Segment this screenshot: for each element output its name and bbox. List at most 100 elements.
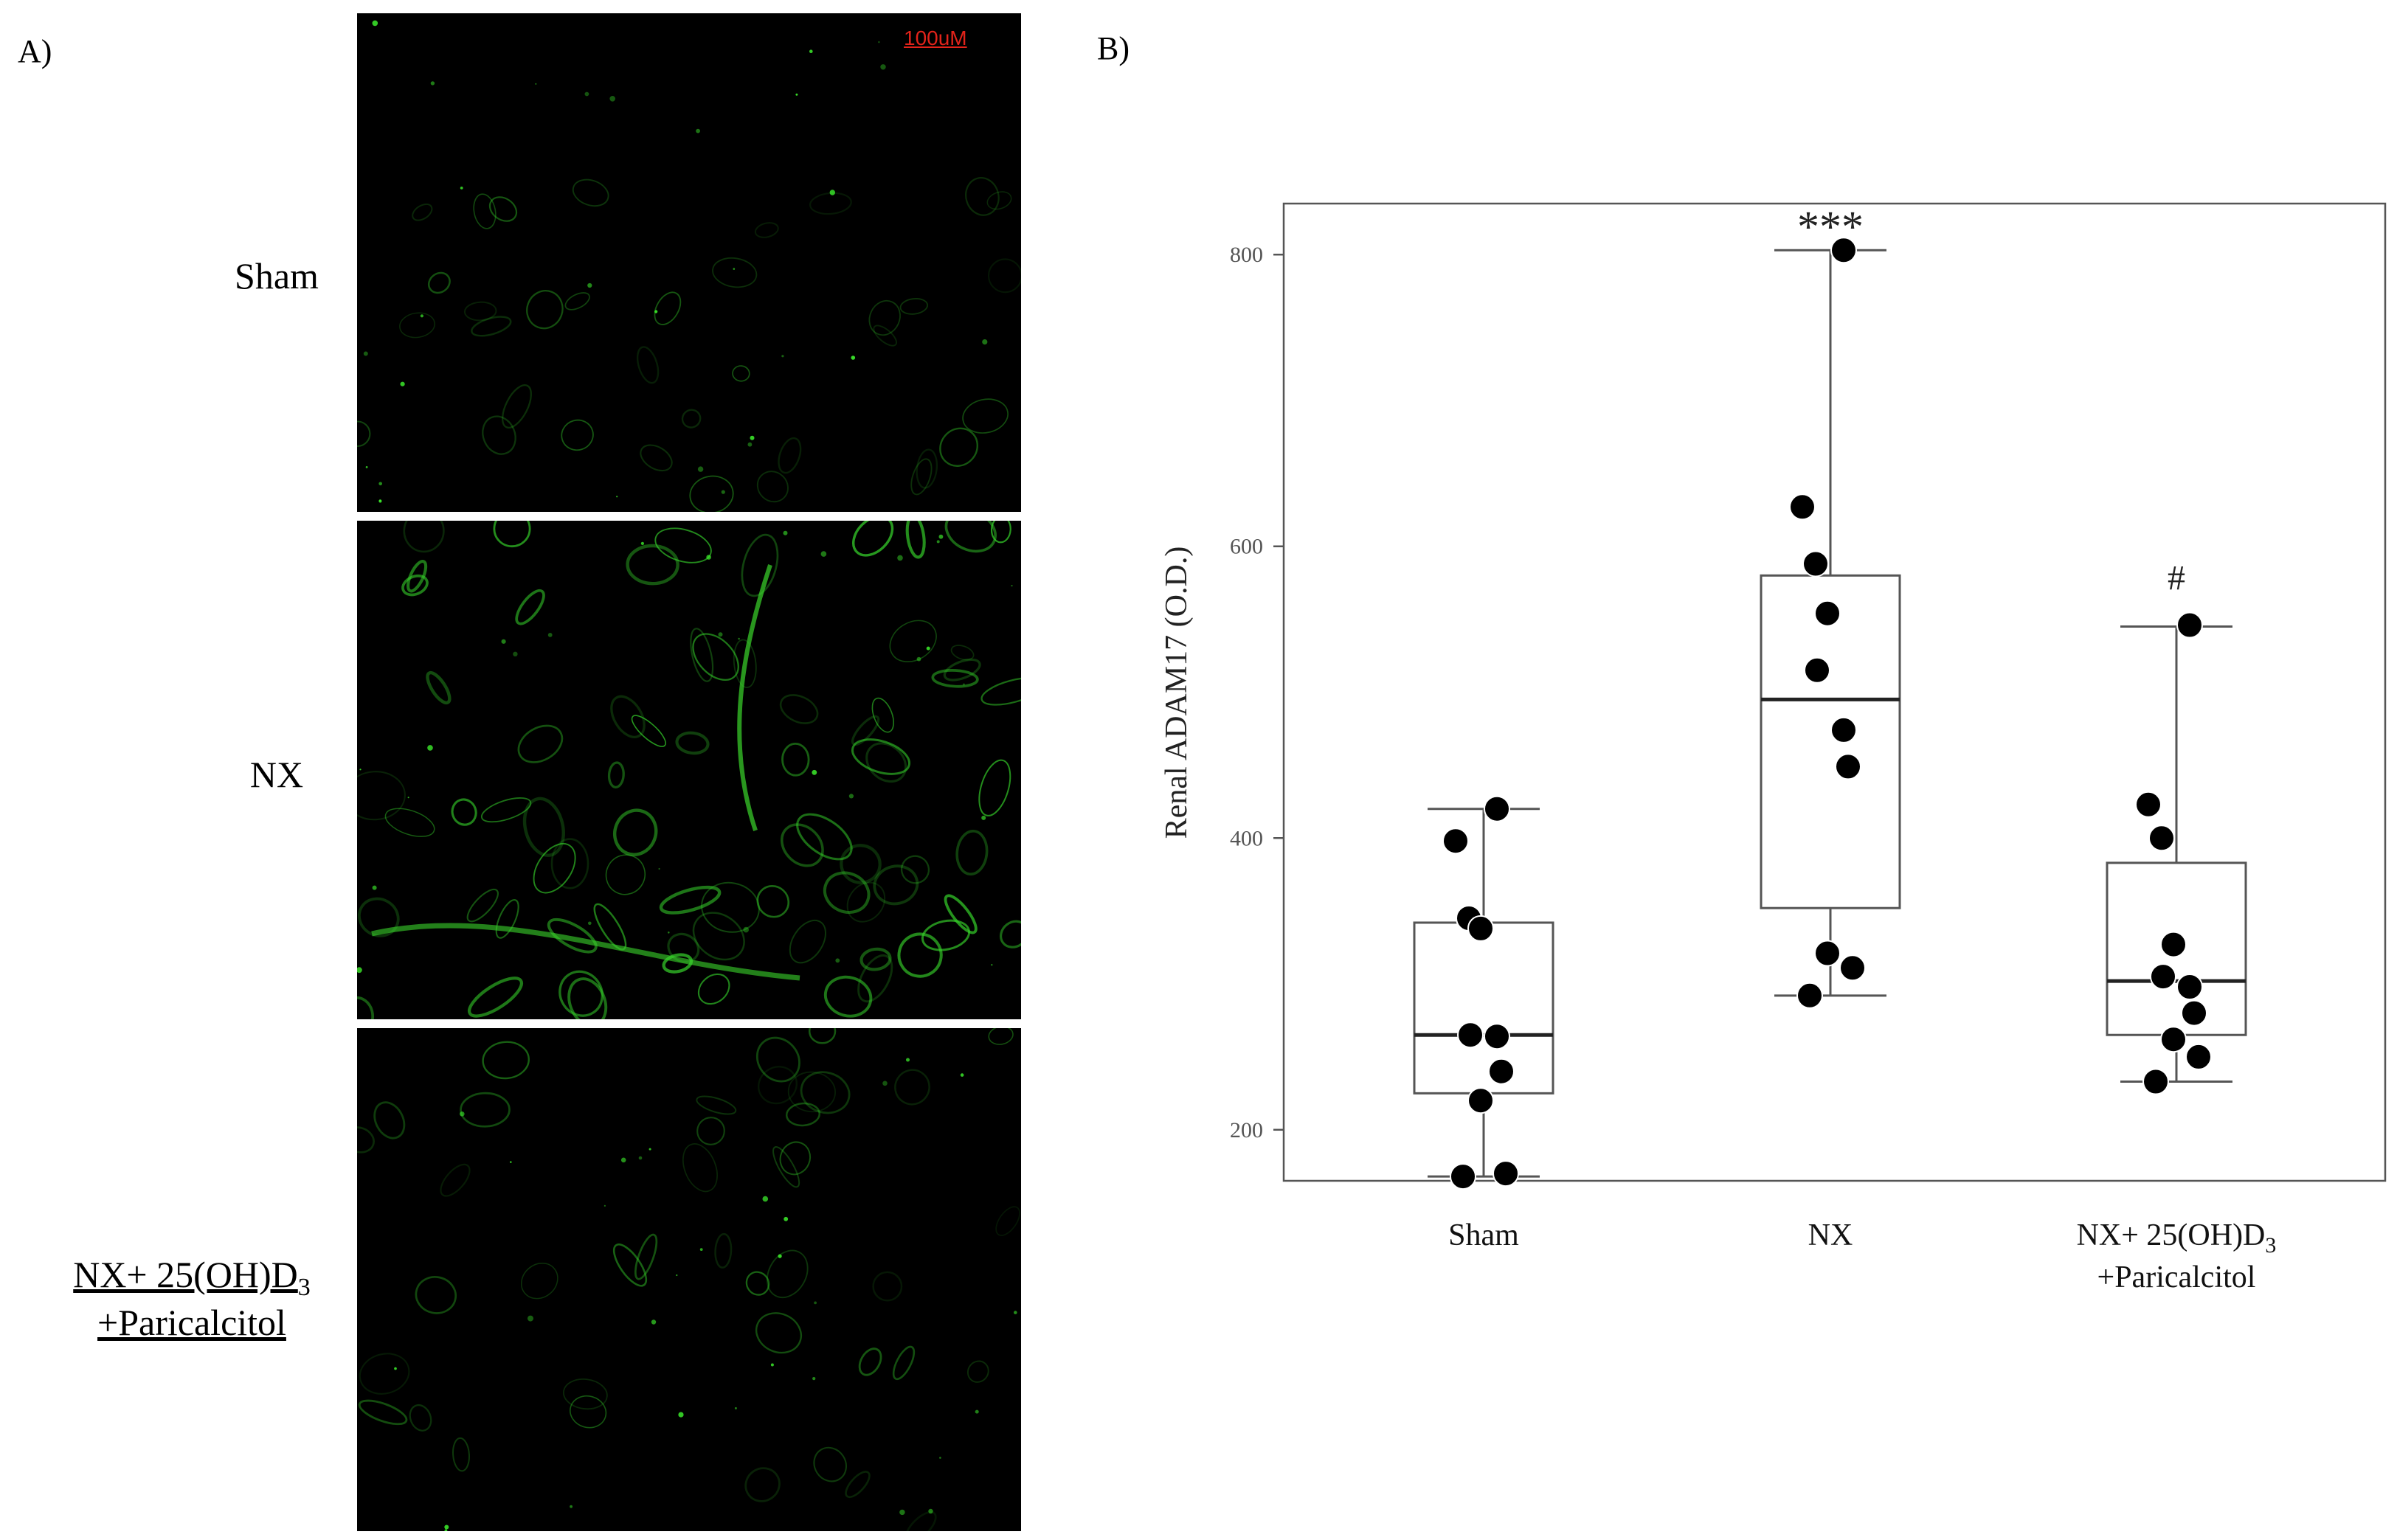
tubule-ring [357,420,371,447]
fluorescent-speck [747,442,753,447]
tubule-ring [463,301,497,322]
tubule-ring [910,458,933,496]
tubule-ring [733,639,757,688]
row-label-treated-sub: 3 [297,1274,311,1301]
fluorescent-speck [363,351,368,356]
fluorescent-speck [609,96,615,102]
tubule-ring [781,743,810,777]
tubule-ring [359,1353,410,1395]
tubule-ring [493,521,531,548]
tubule-ring [692,633,739,681]
data-point [2176,974,2203,1000]
fluorescent-speck [906,1058,910,1062]
fluorescent-speck [400,381,405,386]
tubule-ring [659,885,722,915]
fluorescent-speck [835,958,840,963]
tubule-ring [654,291,682,325]
tubule-ring [607,761,625,789]
tubule-band [737,564,772,831]
data-point [1488,1058,1515,1085]
tubule-ring [808,1028,837,1044]
row-label-treated: NX+ 25(OH)D3 +Paricalcitol [44,1254,339,1345]
tubule-ring [892,1345,916,1381]
tubule-ring [572,178,609,207]
fluorescent-speck [365,466,368,468]
tubule-ring [905,1510,937,1531]
x-category-label: NX+ 25(OH)D3 [2077,1218,2277,1258]
panel-b-label: B) [1097,30,1130,66]
fluorescent-speck [991,964,993,966]
box-group [2106,611,2247,1095]
fluorescent-speck [750,435,755,440]
data-point [2181,999,2207,1027]
fluorescent-speck [812,769,817,775]
tubule-ring [745,1271,770,1296]
box-group [1760,237,1901,1009]
fluorescent-speck [510,1161,512,1163]
tubule-ring [785,1102,821,1127]
tubule-ring [851,715,880,746]
tubule-ring [681,409,702,429]
tubule-ring [561,419,594,451]
fluorescent-speck [916,656,921,662]
x-category-label: Sham [1448,1218,1519,1252]
row-label-sham: Sham [235,255,319,296]
tubule-ring [714,1232,733,1269]
data-point [1484,795,1510,822]
tubule-ring [966,1360,989,1383]
tubule-ring [612,1244,648,1287]
fluorescent-speck [939,1457,941,1459]
tubule-ring [859,947,892,971]
tubule-ring [712,257,758,288]
tubule-ring [697,973,730,1005]
fluorescent-speck [734,1407,737,1409]
fluorescent-speck [928,1508,933,1514]
tubule-ring [789,919,826,964]
fluorescent-speck [699,1248,703,1251]
tubule-ring [851,738,910,775]
data-point [2160,1026,2187,1053]
fluorescent-speck [640,541,644,545]
tubule-ring [426,670,452,705]
tubule-ring [357,771,406,821]
tubule-ring [690,628,714,682]
fluorescent-speck [603,1204,606,1207]
tubule-ring [358,897,400,937]
tubule-ring [401,574,429,597]
fluorescent-speck [587,282,592,288]
significance-marker: # [2168,559,2185,598]
data-point [1492,1160,1519,1187]
micrograph-sham [357,13,1021,512]
data-point [1830,716,1857,743]
y-tick-label: 600 [1230,535,1263,559]
tubule-ring [636,346,660,384]
tubule-ring [986,191,1012,210]
tubule-ring [466,888,499,923]
fluorescent-speck [372,885,377,890]
tubule-ring [550,838,589,889]
tubule-ring [399,312,435,339]
y-axis-label: Renal ADAM17 (O.D.) [1160,547,1194,839]
tubule-ring [871,697,894,733]
data-point [1796,982,1823,1009]
tubule-ring [987,258,1021,294]
y-tick-label: 800 [1230,243,1263,267]
tubule-ring [905,521,926,559]
fluorescent-speck [982,339,988,345]
fluorescent-speck [668,932,670,934]
tubule-ring [944,894,978,934]
fluorescent-speck [795,93,798,96]
fluorescent-speck [882,1081,888,1086]
tubule-ring [696,1117,725,1145]
tubule-ring [610,695,646,738]
fluorescent-speck [678,1412,684,1418]
tubule-ring [781,823,824,867]
tubule-ring [631,715,666,747]
tubule-ring [894,1069,930,1106]
tubule-band [371,923,800,981]
box-iqr [1413,921,1554,1095]
tubule-ring [772,1146,800,1188]
x-category-label-line2: +Paricalcitol [2097,1260,2256,1294]
fluorescent-speck [962,683,965,686]
tubule-ring [570,1395,607,1429]
